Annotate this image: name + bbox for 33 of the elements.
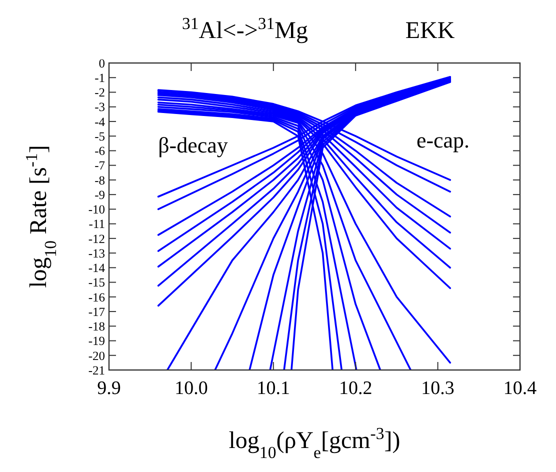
y-tick-label: -11 bbox=[88, 217, 105, 232]
annotation: e-cap. bbox=[416, 128, 470, 153]
x-tick-label: 10.2 bbox=[338, 378, 372, 399]
y-tick-label: -15 bbox=[88, 276, 105, 290]
chart-title: $^{31}$Al<->$^{31}$Mg bbox=[182, 14, 308, 44]
y-tick-label: -1 bbox=[94, 70, 105, 85]
x-tick-label: 9.9 bbox=[97, 378, 121, 399]
y-tick-label: 0 bbox=[98, 56, 105, 70]
y-tick-label: -5 bbox=[94, 129, 105, 144]
y-tick-label: -14 bbox=[88, 261, 106, 276]
x-tick-label: 10.3 bbox=[421, 378, 454, 399]
y-tick-label: -9 bbox=[94, 188, 105, 202]
y-tick-label: -19 bbox=[88, 334, 105, 348]
y-tick-label: -12 bbox=[88, 232, 105, 246]
y-tick-label: -6 bbox=[94, 144, 105, 158]
y-tick-label: -8 bbox=[94, 173, 105, 188]
x-tick-label: 10.4 bbox=[503, 378, 538, 399]
y-tick-label: -2 bbox=[94, 86, 105, 100]
x-tick-label: 10.1 bbox=[256, 378, 290, 399]
y-tick-label: -18 bbox=[88, 320, 105, 334]
y-tick-label: -7 bbox=[94, 158, 105, 173]
x-tick-label: 10.0 bbox=[174, 378, 208, 399]
y-tick-label: -13 bbox=[88, 246, 105, 260]
y-tick-label: -21 bbox=[88, 363, 105, 378]
annotation: β-decay bbox=[158, 132, 228, 158]
y-tick-label: -17 bbox=[88, 304, 105, 319]
y-tick-label: -4 bbox=[94, 114, 106, 129]
y-tick-label: -3 bbox=[94, 100, 105, 114]
y-tick-label: -20 bbox=[88, 348, 105, 363]
x-axis-title: log$_{10}$(ρY$_{e}$[gcm$^{-3}$]) bbox=[228, 424, 400, 462]
y-tick-label: -16 bbox=[88, 290, 105, 304]
y-tick-label: -10 bbox=[88, 202, 105, 217]
chart-subtitle: EKK bbox=[405, 18, 456, 44]
